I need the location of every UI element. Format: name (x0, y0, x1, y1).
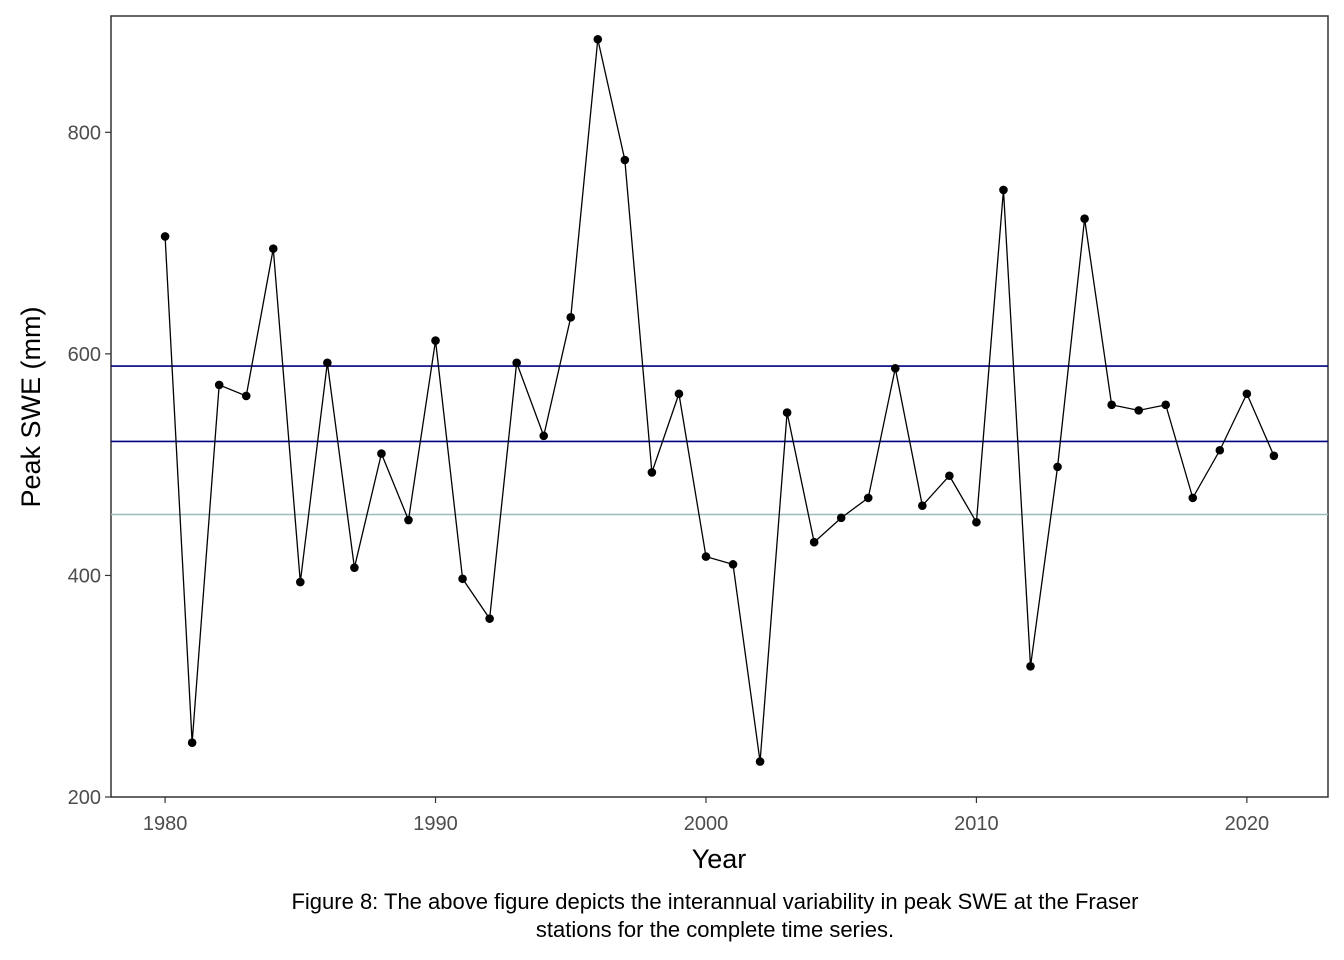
data-point (431, 336, 440, 345)
data-point (296, 577, 305, 587)
y-tick-label: 800 (68, 122, 101, 144)
y-tick-label: 400 (68, 565, 101, 587)
data-point (945, 471, 954, 481)
data-point (404, 515, 413, 525)
data-point (160, 232, 170, 241)
data-point (1215, 445, 1225, 455)
x-tick-label: 1980 (143, 813, 188, 835)
x-tick-label: 2020 (1225, 813, 1270, 835)
x-axis: 1980 1990 2000 2010 2020 (143, 797, 1269, 835)
data-point (782, 408, 792, 417)
data-point (512, 358, 521, 368)
data-point (241, 391, 251, 401)
y-tick-label: 200 (68, 787, 101, 809)
x-tick-label: 1990 (413, 813, 458, 835)
data-point (890, 363, 900, 373)
data-point (566, 313, 576, 322)
data-point (323, 358, 332, 368)
data-point (728, 560, 738, 569)
series-line (164, 39, 1275, 762)
line-chart: 1980 1990 2000 2010 2020 200 400 600 800 Year P… (16, 15, 1329, 874)
data-point (755, 757, 765, 766)
data-point (1188, 493, 1198, 503)
data-point (1026, 661, 1035, 671)
data-point (701, 552, 711, 561)
plot-panel-border (110, 15, 1329, 798)
data-point (918, 501, 927, 510)
data-point (214, 380, 224, 390)
data-point (1134, 406, 1143, 415)
data-point (1242, 389, 1252, 399)
data-point (1080, 214, 1089, 224)
data-point (836, 513, 846, 523)
data-point (593, 34, 603, 44)
reference-lines (111, 365, 1328, 516)
data-point (647, 468, 657, 477)
y-tick-label: 600 (68, 344, 101, 366)
x-tick-label: 2000 (684, 813, 729, 835)
data-point (350, 563, 359, 572)
x-axis-title: Year (692, 844, 747, 874)
data-point (674, 389, 684, 399)
data-point (377, 449, 386, 458)
y-axis: 200 400 600 800 (68, 122, 111, 809)
caption-line-1: Figure 8: The above figure depicts the i… (291, 889, 1139, 914)
data-point (1053, 462, 1062, 472)
y-axis-title: Peak SWE (mm) (16, 306, 46, 507)
caption-line-2: stations for the complete time series. (535, 917, 895, 942)
data-point (972, 517, 981, 527)
data-point (863, 493, 873, 503)
data-point (809, 537, 819, 547)
data-point (268, 244, 278, 253)
data-point (539, 431, 549, 441)
data-point (485, 614, 494, 623)
data-point (620, 155, 630, 165)
figure-caption: Figure 8: The above figure depicts the i… (0, 888, 1344, 944)
data-point (1161, 400, 1171, 410)
x-tick-label: 2010 (954, 813, 999, 835)
data-series (160, 34, 1279, 766)
data-point (999, 185, 1008, 195)
data-point (1107, 400, 1116, 410)
data-point (458, 574, 467, 584)
data-point (1269, 451, 1279, 461)
data-point (187, 738, 197, 748)
